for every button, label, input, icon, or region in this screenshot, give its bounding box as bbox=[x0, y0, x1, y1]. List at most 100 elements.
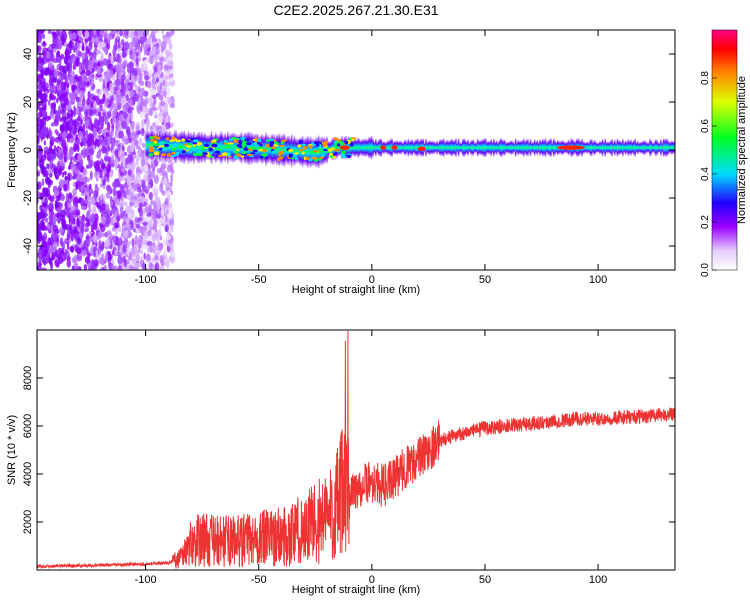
spectrogram-noise-blob bbox=[122, 111, 128, 120]
spectrogram-noise-blob bbox=[102, 146, 106, 154]
spectrogram-noise-blob bbox=[58, 89, 63, 96]
spectrogram-band-cell bbox=[176, 134, 179, 160]
spectrogram-noise-blob bbox=[120, 200, 125, 208]
spectrogram-band-cell bbox=[360, 140, 362, 155]
spectrogram-noise-blob bbox=[152, 41, 156, 46]
spectrogram-noise-blob bbox=[73, 108, 76, 118]
spectrogram-noise-blob bbox=[86, 109, 90, 115]
spectrogram-noise-blob bbox=[140, 150, 144, 159]
spectrogram-speckle bbox=[238, 140, 243, 145]
spectrogram-speckle bbox=[279, 144, 285, 148]
spectrogram-noise-blob bbox=[80, 198, 85, 206]
spectrogram-noise-blob bbox=[79, 141, 84, 147]
colorbar-ticks: 0.0 0.2 0.4 0.6 0.8 bbox=[700, 71, 717, 277]
spectrogram-noise-blob bbox=[102, 217, 106, 226]
spectrogram-noise-blob bbox=[145, 39, 152, 45]
spectrogram-band-cell bbox=[183, 130, 186, 164]
spectrogram-band-cell bbox=[630, 139, 632, 156]
spectrogram-speckle bbox=[159, 141, 164, 146]
spectrogram-band-cell bbox=[309, 136, 312, 168]
spectrogram-noise-blob bbox=[64, 154, 67, 163]
spectrogram-speckle bbox=[150, 142, 155, 145]
spectrogram-noise-blob bbox=[138, 217, 143, 222]
spectrogram-noise-blob bbox=[143, 252, 146, 260]
spectrogram-noise-blob bbox=[66, 258, 72, 268]
spectrogram-band-cell bbox=[529, 138, 532, 157]
spectrogram-noise-blob bbox=[86, 98, 90, 106]
spectrogram-noise-blob bbox=[75, 107, 80, 116]
spectrogram-noise-blob bbox=[49, 51, 54, 62]
colorbar-gradient bbox=[712, 30, 737, 270]
spectrogram-noise-blob bbox=[49, 172, 53, 178]
spectrogram-speckle bbox=[215, 151, 220, 154]
spectrogram-noise-blob bbox=[64, 77, 68, 83]
spectrogram-noise-blob bbox=[136, 106, 142, 115]
spectrogram-band-cell bbox=[358, 138, 361, 157]
spectrogram-band-cell bbox=[589, 139, 592, 156]
spectrogram-noise-blob bbox=[50, 215, 54, 223]
spectrogram-noise-blob bbox=[165, 259, 170, 269]
spectrogram-noise-blob bbox=[55, 58, 60, 63]
spectrogram-band-cell bbox=[451, 138, 453, 157]
spectrogram-speckle bbox=[233, 150, 239, 155]
spectrogram-band-cell bbox=[512, 141, 514, 155]
spectrogram-noise-blob bbox=[148, 86, 155, 96]
spectrogram-speckle bbox=[186, 143, 192, 146]
spectrogram-noise-blob bbox=[41, 267, 47, 270]
spectrogram-speckle bbox=[208, 155, 214, 158]
spectrogram-noise-blob bbox=[94, 163, 101, 173]
spectrogram-speckle bbox=[211, 139, 217, 143]
spectrogram-band-cell bbox=[626, 141, 628, 154]
spectrogram-noise-blob bbox=[104, 70, 109, 80]
snr-plot-area bbox=[37, 330, 675, 570]
spectrogram-band-cell bbox=[478, 140, 480, 155]
spectrogram-noise-blob bbox=[170, 30, 173, 37]
spectrogram-noise-blob bbox=[44, 176, 51, 185]
spectrogram-band-cell bbox=[365, 138, 368, 157]
spectrogram-noise-blob bbox=[147, 230, 152, 237]
spectrogram-noise-blob bbox=[37, 190, 41, 197]
spectrogram-band-cell bbox=[376, 141, 379, 154]
spectrogram-noise-blob bbox=[82, 167, 87, 175]
spectrogram-band-cell bbox=[415, 138, 418, 157]
spectrogram-band-cell bbox=[619, 140, 622, 155]
spectrogram-band-cell bbox=[600, 141, 602, 154]
spectrogram-speckle bbox=[149, 139, 156, 142]
spectrogram-speckle bbox=[171, 147, 176, 152]
spectrogram-speckle bbox=[333, 148, 340, 152]
spectrogram-noise-blob bbox=[115, 158, 119, 167]
spectrogram-band-cell bbox=[425, 138, 427, 157]
spectrogram-noise-blob bbox=[85, 113, 89, 119]
spectrogram-band-cell bbox=[438, 139, 441, 156]
spectrogram-noise-blob bbox=[117, 264, 123, 270]
spectrogram-noise-blob bbox=[71, 265, 75, 270]
spectrogram-noise-blob bbox=[71, 84, 78, 91]
spectrogram-noise-blob bbox=[75, 133, 79, 141]
spectrogram-noise-blob bbox=[74, 42, 78, 51]
spectrogram-noise-blob bbox=[85, 238, 91, 247]
spectrogram-noise-blob bbox=[135, 57, 139, 65]
spectrogram-noise-blob bbox=[145, 30, 149, 36]
spectrogram-noise-blob bbox=[128, 90, 135, 98]
spectrogram-noise-blob bbox=[138, 234, 143, 244]
spectrogram-noise-blob bbox=[103, 46, 109, 54]
spectrogram-band-cell bbox=[307, 135, 309, 169]
spectrogram-band-cell bbox=[547, 140, 550, 156]
spectrogram-speckle bbox=[267, 139, 271, 143]
spectrogram-noise-blob bbox=[106, 122, 111, 132]
spectrogram-band-cell bbox=[634, 138, 636, 157]
spectrogram-speckle bbox=[241, 143, 246, 149]
spectrogram-band-cell bbox=[613, 139, 616, 156]
spectrogram-band-cell bbox=[622, 138, 624, 157]
spectrogram-noise-blob bbox=[126, 178, 132, 186]
spectrogram-noise-blob bbox=[47, 243, 50, 250]
spectrogram-speckle bbox=[233, 139, 238, 143]
spectrogram-noise-blob bbox=[60, 239, 63, 247]
spectrogram-noise-blob bbox=[50, 155, 55, 162]
snr-x-tick-label: 100 bbox=[589, 574, 607, 586]
spectrogram-band-cell bbox=[502, 140, 505, 156]
spectrogram-noise-blob bbox=[81, 136, 87, 144]
spectrogram-noise-blob bbox=[52, 163, 56, 169]
spectrogram-noise-blob bbox=[160, 163, 167, 169]
spectrogram-band-cell bbox=[398, 141, 400, 154]
